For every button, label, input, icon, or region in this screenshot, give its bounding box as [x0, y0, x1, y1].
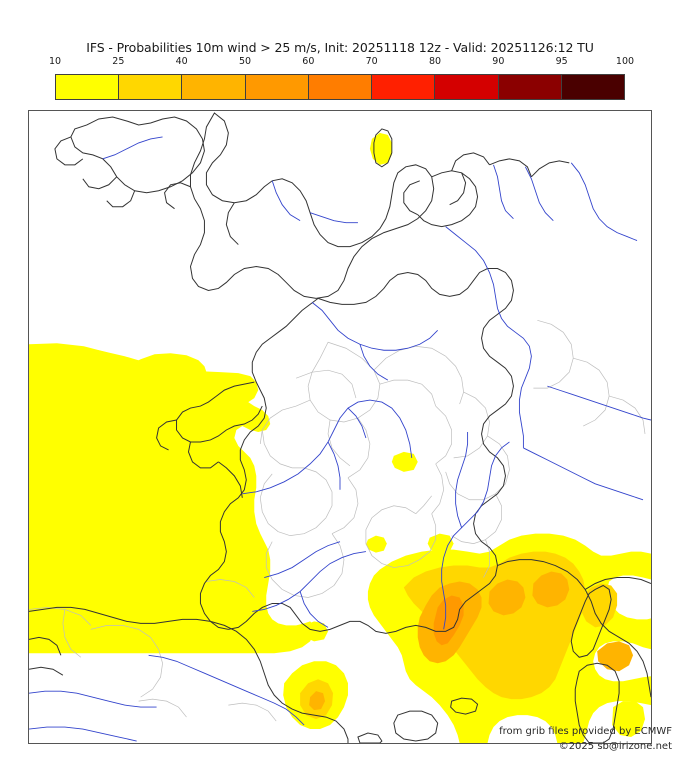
colorbar-segment-2 [182, 75, 246, 99]
coastline-denmark [373, 128, 393, 168]
colorbar-tick-90: 90 [492, 56, 505, 67]
colorbar-tick-80: 80 [428, 56, 442, 67]
colorbar-tick-25: 25 [112, 56, 125, 67]
coastline-brittany [176, 381, 263, 443]
colorbar-tick-60: 60 [302, 56, 315, 67]
colorbar-tick-labels: 10 25 40 50 60 70 80 90 95 100 [49, 56, 634, 70]
river-seine [311, 302, 439, 351]
colorbar-segment-3 [245, 75, 309, 99]
colorbar-tick-10: 10 [48, 56, 62, 67]
rivers [29, 136, 651, 742]
river-rhine [445, 226, 532, 448]
coastline-ireland [70, 116, 205, 194]
contour-band-50-60-rhone-core [433, 595, 464, 646]
contour-patch-rhone-inland [391, 451, 418, 472]
contour-band-40-50-ligurian-b [532, 571, 570, 608]
contour-band-25-40-corsica [581, 583, 618, 628]
contour-band-40-50-bonifacio [597, 641, 634, 672]
colorbar-segment-4 [308, 75, 373, 99]
river-loire [242, 399, 413, 495]
colorbar-segment-1 [119, 75, 183, 99]
contour-band-40-50-catalonia [309, 691, 326, 711]
colorbar: 10 25 40 50 60 70 80 90 95 100 [49, 56, 634, 100]
contour-patch-pyrenees-a [302, 621, 329, 642]
river-ebro [148, 654, 305, 726]
coastline-sardinia [574, 662, 620, 743]
colorbar-tick-70: 70 [365, 56, 378, 67]
coastlines [29, 112, 651, 743]
coastline-mallorca [393, 710, 439, 742]
colorbar-tick-95: 95 [555, 56, 568, 67]
colorbar-segment-7 [498, 75, 562, 99]
coastline-iberia [29, 606, 349, 743]
colorbar-segments [55, 74, 625, 100]
contour-patch-alps-b [365, 535, 387, 553]
coastline-netherlands [417, 170, 479, 228]
coastline-menorca [450, 697, 479, 715]
colorbar-segment-5 [372, 75, 436, 99]
colorbar-segment-8 [561, 75, 624, 99]
coastline-corsica [570, 584, 612, 658]
contour-patch-sardinia-east [612, 701, 646, 738]
page-title: IFS - Probabilities 10m wind > 25 m/s, I… [86, 40, 594, 55]
colorbar-tick-100: 100 [615, 56, 635, 67]
colorbar-segment-6 [435, 75, 499, 99]
colorbar-tick-40: 40 [175, 56, 188, 67]
map-frame[interactable] [28, 110, 652, 744]
coastline-france [199, 268, 514, 634]
probability-map [29, 112, 651, 743]
coastline-ibiza [357, 732, 383, 743]
colorbar-segment-0 [56, 75, 120, 99]
colorbar-tick-50: 50 [238, 56, 252, 67]
coastline-italy [497, 559, 651, 698]
contour-patch-alps-a [427, 533, 454, 554]
probability-shading [29, 132, 651, 743]
river-garonne [252, 551, 366, 612]
contour-patch-north-sea [369, 132, 392, 165]
coastline-great-britain [189, 112, 435, 299]
contour-band-40-50-ligurian-a [488, 579, 526, 616]
contour-patch-pyrenees-b [264, 629, 291, 650]
